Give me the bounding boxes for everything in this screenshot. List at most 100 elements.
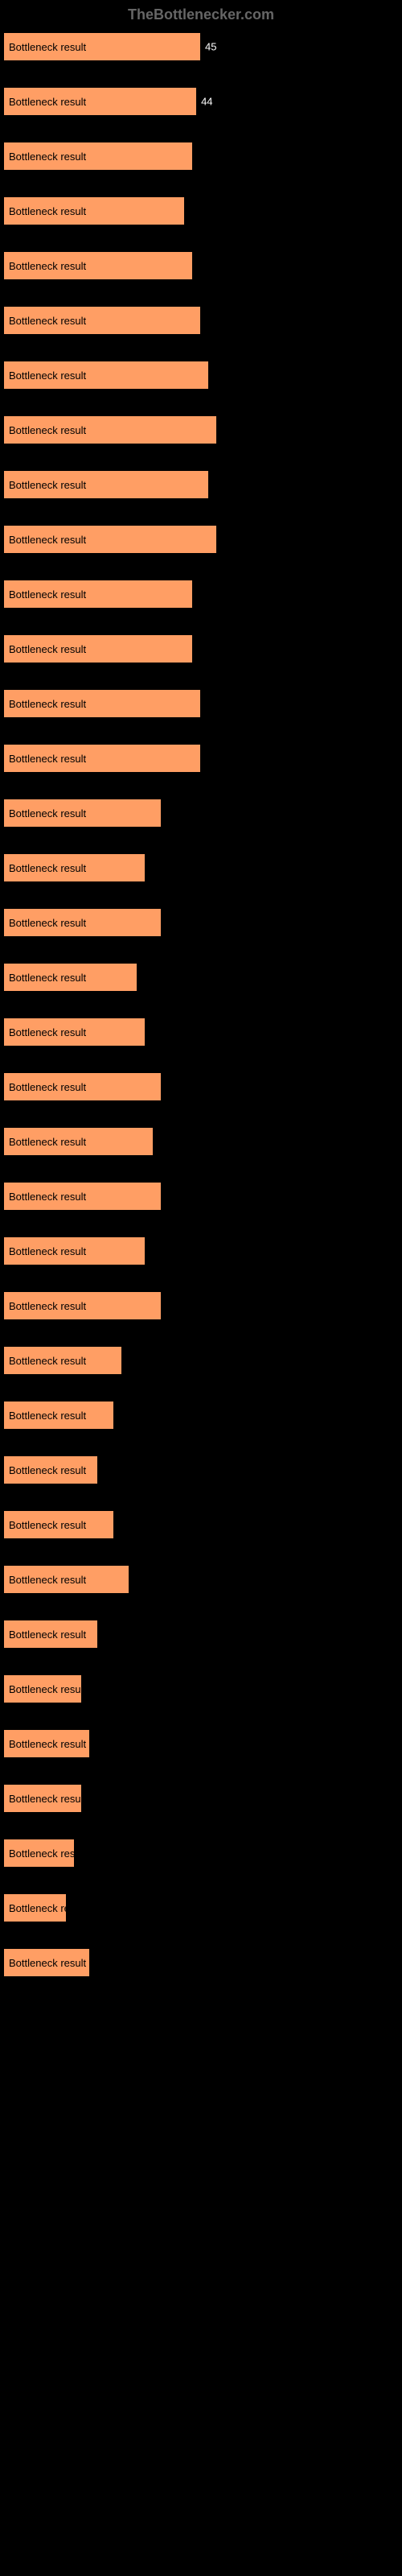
bar: Bottleneck result <box>3 634 193 663</box>
bar-inner-text: Bottleneck result <box>4 96 86 108</box>
bar: Bottleneck result <box>3 1018 146 1046</box>
watermark-text: TheBottlenecker.com <box>0 0 402 30</box>
bar-wrapper: Bottleneck result <box>3 251 399 280</box>
bar-inner-text: Bottleneck result <box>4 1026 86 1038</box>
bar-row: Bottleneck result <box>3 1565 399 1600</box>
bar: Bottleneck result <box>3 415 217 444</box>
bar-row: Bottleneck result <box>3 1401 399 1436</box>
bar: Bottleneck result <box>3 799 162 828</box>
bar-row: Bottleneck result <box>3 634 399 670</box>
bar: Bottleneck result <box>3 580 193 609</box>
bar-row: Bottleneck result <box>3 1729 399 1765</box>
bar-wrapper: Bottleneck result <box>3 1127 399 1156</box>
bar-wrapper: Bottleneck result <box>3 196 399 225</box>
bar-row: Bottleneck result <box>3 1893 399 1929</box>
bar-row: Bottleneck result <box>3 1510 399 1546</box>
bar-row: Bottleneck result <box>3 361 399 396</box>
bar-inner-text: Bottleneck result <box>4 1683 81 1695</box>
bar: Bottleneck result <box>3 853 146 882</box>
bar: Bottleneck result <box>3 1893 67 1922</box>
bar: Bottleneck result <box>3 744 201 773</box>
bar: Bottleneck result <box>3 1455 98 1484</box>
bar-row: Bottleneck result <box>3 744 399 779</box>
bar-wrapper: Bottleneck result <box>3 963 399 992</box>
bar-wrapper: Bottleneck result <box>3 1018 399 1046</box>
bar-inner-text: Bottleneck result <box>4 588 86 601</box>
bar-inner-text: Bottleneck result <box>4 315 86 327</box>
bar-wrapper: Bottleneck result <box>3 744 399 773</box>
bar-wrapper: Bottleneck result <box>3 306 399 335</box>
bar-inner-text: Bottleneck result <box>4 1793 81 1805</box>
bar-row: Bottleneck result <box>3 306 399 341</box>
bar-inner-text: Bottleneck result <box>4 369 86 382</box>
bar: Bottleneck result44 <box>3 87 197 116</box>
bar-inner-text: Bottleneck result <box>4 972 86 984</box>
bar-inner-text: Bottleneck result <box>4 1191 86 1203</box>
bar-wrapper: Bottleneck result <box>3 580 399 609</box>
bar-inner-text: Bottleneck result <box>4 479 86 491</box>
bar-row: Bottleneck result <box>3 1072 399 1108</box>
bar-inner-text: Bottleneck result <box>4 698 86 710</box>
bar-wrapper: Bottleneck result <box>3 1455 399 1484</box>
bar-row: Bottleneck result <box>3 1784 399 1819</box>
bar-inner-text: Bottleneck result <box>4 1902 66 1914</box>
bar-row: Bottleneck result <box>3 1182 399 1217</box>
bar-inner-text: Bottleneck result <box>4 753 86 765</box>
bar-inner-text: Bottleneck result <box>4 534 86 546</box>
bar-row: Bottleneck result 44 <box>3 87 399 122</box>
bar-row: Bottleneck result <box>3 1291 399 1327</box>
bar-wrapper: Bottleneck result <box>3 689 399 718</box>
bar-wrapper: Bottleneck result <box>3 142 399 171</box>
bar: Bottleneck result <box>3 251 193 280</box>
bar-row: Bottleneck result <box>3 580 399 615</box>
bar-value: 44 <box>196 96 212 108</box>
bar-inner-text: Bottleneck result <box>4 1519 86 1531</box>
bar-wrapper: Bottleneck result <box>3 1565 399 1594</box>
bar-inner-text: Bottleneck result <box>4 1847 74 1860</box>
bar-wrapper: Bottleneck result <box>3 1072 399 1101</box>
bar-inner-text: Bottleneck result <box>4 1410 86 1422</box>
bar-row: Bottleneck result <box>3 1839 399 1874</box>
bar-inner-text: Bottleneck result <box>4 41 86 53</box>
bars-container: Bottleneck result45Bottleneck result44Bo… <box>3 32 399 1984</box>
bar-wrapper: Bottleneck result <box>3 1839 399 1868</box>
bar-row: Bottleneck result <box>3 1674 399 1710</box>
bar-row: Bottleneck result <box>3 1620 399 1655</box>
bar-wrapper: Bottleneck result <box>3 1729 399 1758</box>
bar-row: Bottleneck result <box>3 142 399 177</box>
bar: Bottleneck result <box>3 1565 129 1594</box>
bar-row: Bottleneck result <box>3 470 399 506</box>
bar-inner-text: Bottleneck result <box>4 1629 86 1641</box>
bar: Bottleneck result <box>3 1674 82 1703</box>
bar-wrapper: Bottleneck result <box>3 1784 399 1813</box>
bar: Bottleneck result <box>3 470 209 499</box>
bar-inner-text: Bottleneck result <box>4 807 86 819</box>
bar: Bottleneck result <box>3 1729 90 1758</box>
bar-inner-text: Bottleneck result <box>4 917 86 929</box>
bar-wrapper: Bottleneck result <box>3 1291 399 1320</box>
bar-wrapper: Bottleneck result <box>3 1401 399 1430</box>
bar-inner-text: Bottleneck result <box>4 1738 86 1750</box>
bar: Bottleneck result <box>3 1182 162 1211</box>
bar-wrapper: Bottleneck result <box>3 470 399 499</box>
bar: Bottleneck result <box>3 963 137 992</box>
bar-wrapper: Bottleneck result <box>3 1893 399 1922</box>
bar-wrapper: Bottleneck result <box>3 634 399 663</box>
bar: Bottleneck result <box>3 1620 98 1649</box>
bar-wrapper: Bottleneck result <box>3 415 399 444</box>
bar-wrapper: Bottleneck result <box>3 361 399 390</box>
bar-row: Bottleneck result <box>3 1948 399 1984</box>
bar-inner-text: Bottleneck result <box>4 1957 86 1969</box>
bar-inner-text: Bottleneck result <box>4 1355 86 1367</box>
bar: Bottleneck result <box>3 1510 114 1539</box>
bar-inner-text: Bottleneck result <box>4 1081 86 1093</box>
bar-inner-text: Bottleneck result <box>4 1464 86 1476</box>
bar-row: Bottleneck result <box>3 689 399 724</box>
bar-inner-text: Bottleneck result <box>4 260 86 272</box>
bar: Bottleneck result <box>3 525 217 554</box>
bar: Bottleneck result <box>3 1236 146 1265</box>
bar: Bottleneck result <box>3 1072 162 1101</box>
bar-row: Bottleneck result <box>3 415 399 451</box>
bar-row: Bottleneck result <box>3 1346 399 1381</box>
bar-wrapper: Bottleneck result <box>3 525 399 554</box>
